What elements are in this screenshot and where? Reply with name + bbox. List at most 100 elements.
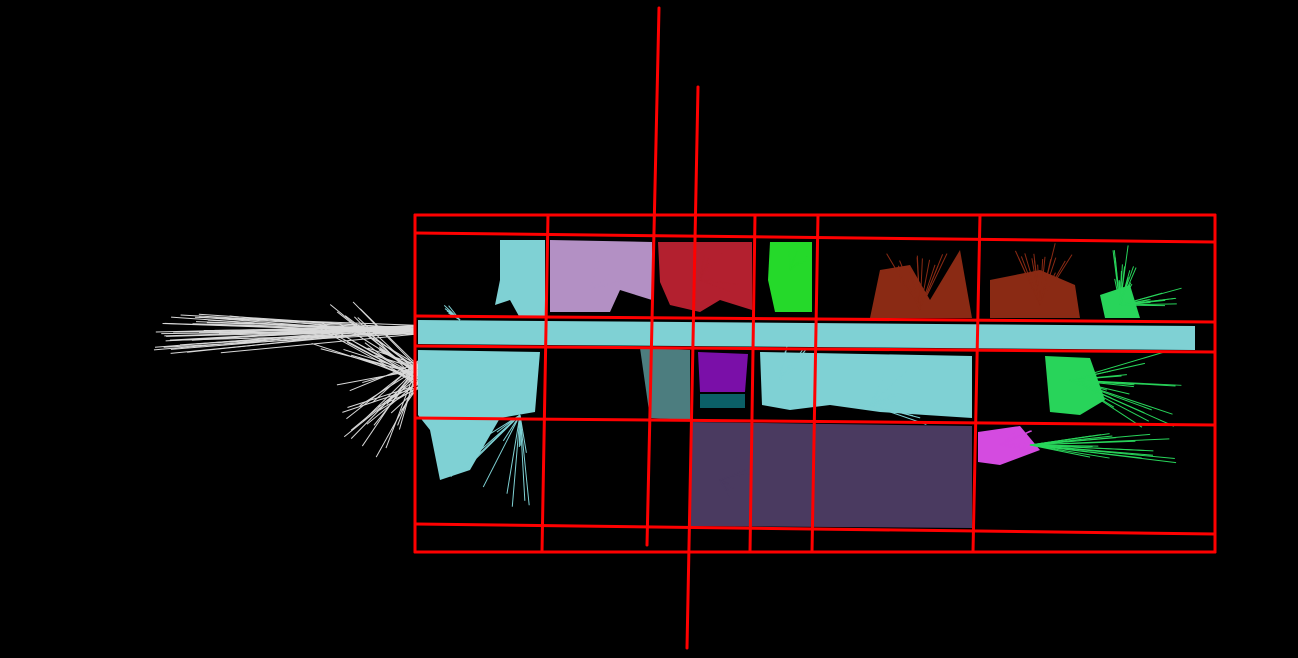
scan-ray (377, 388, 419, 408)
room-f (698, 352, 748, 392)
scan-ray (375, 381, 419, 458)
room-ray (1069, 379, 1173, 415)
room-ray (1029, 444, 1177, 464)
room-ray (719, 446, 750, 481)
room-ray (999, 434, 1018, 446)
scan-ray (361, 363, 419, 447)
grid-v-4 (685, 85, 700, 650)
scan-ray (372, 360, 419, 403)
room-ray (695, 256, 701, 281)
room-ray (461, 414, 521, 471)
room-ray (779, 348, 805, 381)
scan-ray (153, 327, 416, 351)
scan-ray (170, 333, 416, 341)
scan-ray (349, 362, 419, 392)
room-ray (1029, 444, 1154, 452)
room-ray (1069, 379, 1150, 422)
scan-ray (342, 386, 419, 413)
room-ray (589, 269, 609, 291)
room-ray (789, 258, 794, 271)
room-ray (699, 279, 740, 286)
room-ray (1069, 379, 1108, 391)
scan-ray (359, 367, 419, 407)
room-ray (1119, 281, 1129, 306)
room-ray (1119, 266, 1126, 306)
room-corridor-top-left (495, 240, 545, 318)
grid-v-3 (645, 6, 661, 547)
room-ray (1069, 379, 1176, 387)
room-ray (999, 444, 1033, 452)
room-ray (1031, 258, 1041, 306)
scan-ray (357, 317, 419, 374)
room-ray (589, 262, 606, 291)
room-ray (506, 414, 521, 494)
room-ray (869, 392, 878, 406)
room-ray (1020, 256, 1041, 306)
room-ray (1069, 379, 1152, 411)
grid-v-7 (971, 213, 982, 554)
scan-ray (194, 316, 416, 326)
room-ray (519, 414, 527, 453)
room-ray (511, 414, 521, 507)
room-ray (869, 388, 886, 406)
room-ray (789, 262, 799, 271)
room-ray (779, 358, 805, 381)
room-ray (1119, 282, 1132, 306)
room-ray (699, 263, 710, 281)
room-ray (869, 392, 897, 406)
room-ray (916, 257, 921, 311)
grid-v-2 (540, 213, 550, 554)
room-d (870, 250, 972, 318)
room-ray (450, 414, 521, 478)
grid-h-6 (413, 522, 1217, 536)
segmentation-grid (413, 6, 1217, 650)
room-ray (897, 265, 921, 311)
room-ray (999, 432, 1016, 446)
scan-ray (385, 363, 419, 449)
room-ray (719, 457, 738, 481)
scan-ray (336, 369, 419, 386)
scan-ray (187, 327, 416, 353)
lidar-scan-rays (153, 301, 419, 458)
room-ray (869, 404, 914, 417)
scan-ray (384, 383, 419, 403)
room-e2 (1045, 356, 1105, 415)
room-ray (919, 258, 923, 311)
room-ray (1119, 287, 1182, 306)
room-ray (699, 261, 717, 281)
room-b (658, 242, 752, 312)
room-ray (1029, 440, 1136, 446)
room-ray (589, 281, 601, 291)
room-ray (719, 479, 727, 491)
scan-ray (343, 377, 419, 438)
room-g (700, 394, 745, 408)
room-ray (589, 256, 601, 291)
room-ray (919, 259, 931, 311)
room-ray (1039, 275, 1049, 306)
room-c (768, 242, 812, 312)
scan-ray (374, 337, 419, 370)
room-regions (418, 240, 1195, 528)
room-ray (869, 400, 922, 406)
grid-v-6 (810, 213, 820, 554)
room-ray (779, 367, 782, 381)
scan-ray (373, 369, 419, 426)
room-a (550, 240, 652, 312)
room-ray (919, 253, 948, 311)
scan-ray (347, 384, 419, 409)
room-ray (999, 430, 1033, 446)
room-ray (1029, 433, 1151, 446)
room-ray (1014, 250, 1041, 306)
room-ray (482, 414, 521, 488)
scan-ray (320, 326, 419, 380)
room-ray (869, 363, 888, 406)
room-ray (1069, 379, 1115, 408)
room-ray (779, 351, 786, 381)
room-ray (788, 245, 791, 271)
room-ray (919, 264, 936, 311)
room-h (690, 422, 972, 528)
room-ray (719, 462, 739, 481)
room-ray (1069, 351, 1164, 381)
room-ray (893, 268, 921, 311)
